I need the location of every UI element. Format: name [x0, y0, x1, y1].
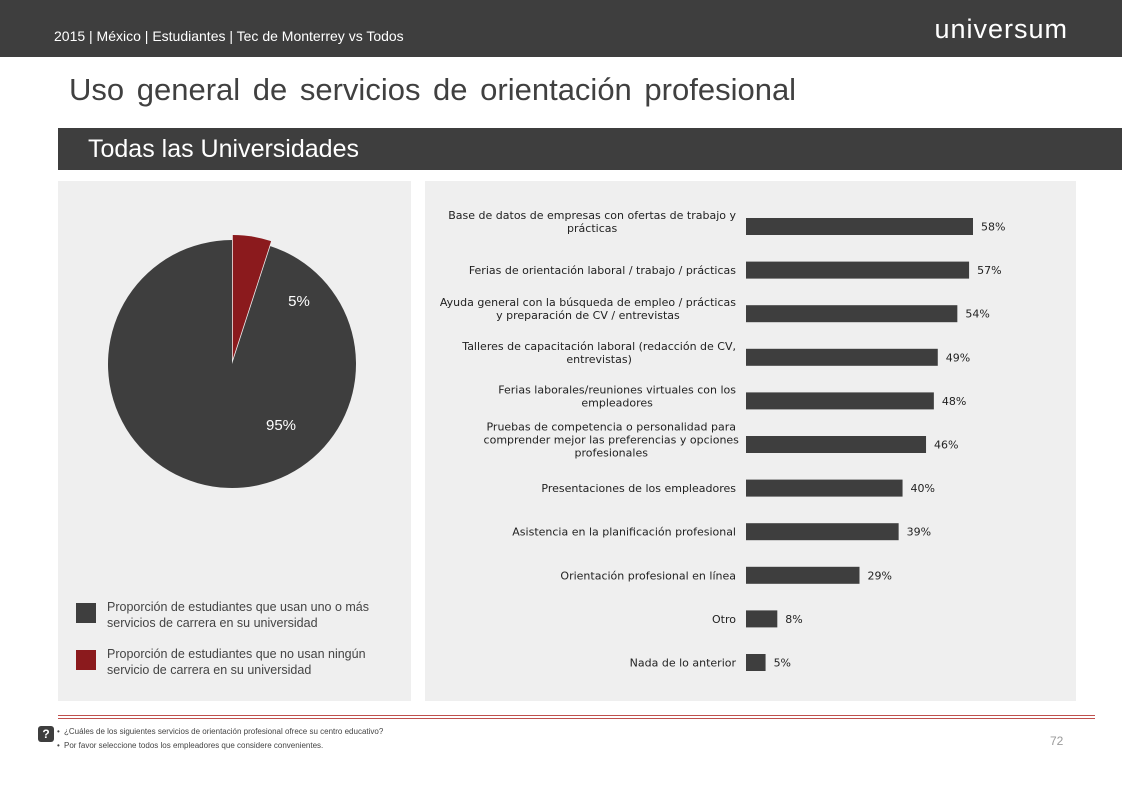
brand-logo: universum [934, 14, 1068, 44]
bar-category-label: profesionales [575, 447, 649, 460]
bar-category-label: empleadores [581, 396, 653, 409]
bar-category-label: Nada de lo anterior [630, 657, 737, 670]
bar-value-label: 8% [785, 613, 802, 626]
bar-category-label: Ayuda general con la búsqueda de empleo … [440, 296, 736, 309]
legend-swatch-red [76, 650, 96, 670]
bar [746, 348, 938, 366]
legend-label: Proporción de estudiantes que no usan ni… [107, 647, 366, 677]
bar-category-label: Base de datos de empresas con ofertas de… [448, 209, 736, 222]
question-icon: ? [38, 726, 54, 742]
bar [746, 218, 973, 235]
bar-category-label: entrevistas) [566, 353, 631, 366]
bar-value-label: 39% [907, 526, 931, 539]
bar-category-label: Ferias de orientación laboral / trabajo … [469, 264, 736, 277]
section-bar: Todas las Universidades [58, 128, 1122, 170]
header-subtitle: 2015 | México | Estudiantes | Tec de Mon… [54, 28, 404, 44]
legend-swatch-dark [76, 603, 96, 623]
bar-category-label: prácticas [567, 222, 617, 235]
top-bar: 2015 | México | Estudiantes | Tec de Mon… [0, 0, 1122, 57]
page-title: Uso general de servicios de orientación … [69, 72, 797, 107]
bar-value-label: 58% [981, 221, 1005, 234]
bar-chart: 58% Base de datos de empresas con ofertas… [440, 209, 1005, 671]
bar [746, 436, 927, 453]
bar-value-label: 46% [934, 439, 958, 452]
bar-value-label: 54% [965, 308, 989, 321]
bar [746, 261, 970, 279]
bar [746, 523, 899, 541]
bar-value-label: 5% [774, 657, 791, 670]
pie-chart: 95% 5% [107, 235, 356, 489]
bar-value-label: 48% [942, 395, 966, 408]
footer-note: Por favor seleccione todos los empleador… [57, 741, 323, 750]
section-title: Todas las Universidades [88, 135, 359, 163]
page-number: 72 [1050, 734, 1064, 748]
bar [746, 392, 934, 410]
bar [746, 479, 903, 497]
bar-value-label: 57% [977, 264, 1001, 277]
legend-label: Proporción de estudiantes que usan uno o… [107, 600, 369, 630]
footer-rule [58, 715, 1095, 716]
bar-category-label: y preparación de CV / entrevistas [496, 309, 680, 322]
bar-category-label: Orientación profesional en línea [560, 569, 736, 582]
bar-category-label: Presentaciones de los empleadores [541, 482, 736, 495]
bar-category-label: Ferias laborales/reuniones virtuales con… [498, 383, 736, 396]
bar-value-label: 29% [868, 569, 892, 582]
footer-note: ¿Cuáles de los siguientes servicios de o… [57, 727, 383, 736]
bar-category-label: Otro [712, 613, 736, 626]
bar [746, 566, 860, 584]
pie-slice-users [107, 240, 356, 489]
pie-panel: 95% 5% Proporción de estudiantes que usan… [58, 181, 411, 701]
pie-slice-non-users [232, 235, 272, 360]
bar [746, 305, 958, 323]
pie-label-non-users: 5% [288, 293, 310, 310]
bar-category-label: Asistencia en la planificación profesion… [512, 526, 736, 539]
bar-category-label: comprender mejor las preferencias y opci… [484, 434, 740, 447]
pie-label-users: 95% [266, 417, 296, 434]
bar-category-label: Pruebas de competencia o personalidad pa… [486, 421, 736, 434]
footer-rule [58, 718, 1095, 719]
bar-category-label: Talleres de capacitación laboral (redacc… [461, 340, 736, 353]
bar-panel: 58% Base de datos de empresas con ofertas… [425, 181, 1076, 701]
bar [746, 610, 778, 628]
bar-value-label: 49% [946, 351, 970, 364]
bar [746, 654, 766, 671]
bar-value-label: 40% [911, 482, 935, 495]
